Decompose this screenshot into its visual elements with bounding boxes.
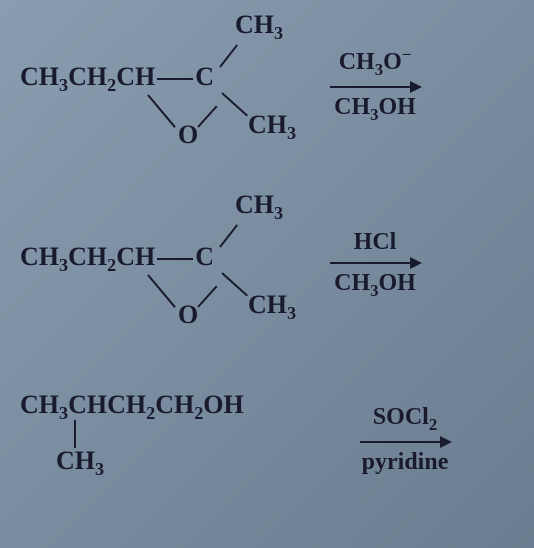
reagent-bottom-1: CH3OH (334, 94, 416, 125)
bond-c-o-2 (197, 286, 217, 308)
bond-ch-o-2 (147, 274, 176, 307)
reagent-top-1: CH3O− (339, 45, 412, 80)
reagent-block-2: HCl CH3OH (330, 229, 420, 301)
reaction-arrow-3 (360, 441, 450, 443)
branch-ch3: CH3 (56, 446, 104, 480)
chain-2: CH3CH2CH (20, 242, 155, 271)
reagent-block-3: SOCl2 pyridine (360, 404, 450, 476)
substrate-epoxide-1: CH3CH2CH C CH3 CH3 O (20, 10, 300, 160)
bond-c-ch3-down-2 (221, 272, 248, 296)
methyl-down: CH3 (248, 110, 296, 144)
reaction-2: CH3CH2CH C CH3 CH3 O HCl CH3OH (20, 190, 420, 340)
bond-c-ch3-down (221, 92, 248, 116)
reaction-3: CH3CHCH2CH2OH CH3 SOCl2 pyridine (20, 390, 450, 490)
center-c: C (195, 62, 214, 91)
reagent-top-3: SOCl2 (373, 404, 437, 435)
chain-text: CH3CH2CH C (20, 62, 214, 96)
methyl-down-2: CH3 (248, 290, 296, 324)
bond-c-o (197, 106, 217, 128)
center-c-2: C (195, 242, 214, 271)
reaction-1: CH3CH2CH C CH3 CH3 O CH3O− CH3OH (20, 10, 420, 160)
alcohol-main-chain: CH3CHCH2CH2OH (20, 390, 244, 424)
vertical-bond (74, 420, 76, 448)
epoxide-oxygen: O (178, 120, 198, 150)
chain: CH3CH2CH (20, 62, 155, 91)
bond-ch-o (147, 94, 176, 127)
reaction-arrow-1 (330, 86, 420, 88)
methyl-up: CH3 (235, 10, 283, 44)
substrate-epoxide-2: CH3CH2CH C CH3 CH3 O (20, 190, 300, 340)
reagent-bottom-3: pyridine (362, 449, 449, 476)
reagent-bottom-2: CH3OH (334, 270, 416, 301)
substrate-alcohol: CH3CHCH2CH2OH CH3 (20, 390, 320, 490)
bond-c-ch3-up-2 (219, 224, 238, 247)
bond-c-ch3-up (219, 44, 238, 67)
reagent-block-1: CH3O− CH3OH (330, 45, 420, 125)
epoxide-oxygen-2: O (178, 300, 198, 330)
methyl-up-2: CH3 (235, 190, 283, 224)
reagent-top-2: HCl (354, 229, 397, 256)
reaction-arrow-2 (330, 262, 420, 264)
chain-text-2: CH3CH2CH C (20, 242, 214, 276)
